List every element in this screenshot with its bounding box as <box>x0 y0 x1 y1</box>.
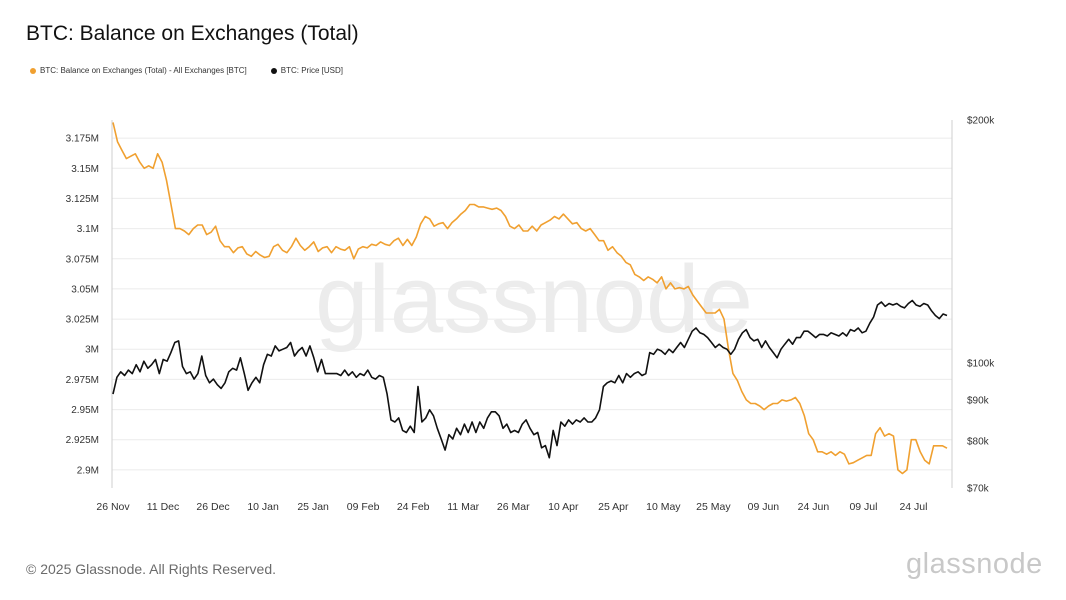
y-left-tick-label: 2.95M <box>71 405 99 416</box>
x-tick-label: 09 Jun <box>748 501 780 513</box>
y-right-tick-label: $200k <box>967 116 995 127</box>
y-left-tick-label: 3.15M <box>71 164 99 175</box>
y-left-tick-label: 3.175M <box>66 134 99 145</box>
x-tick-label: 09 Feb <box>347 501 380 513</box>
y-left-tick-label: 2.925M <box>66 435 99 446</box>
y-right-tick-label: $100k <box>967 358 995 369</box>
x-tick-label: 26 Dec <box>196 501 229 513</box>
x-tick-label: 11 Dec <box>147 501 180 513</box>
copyright: © 2025 Glassnode. All Rights Reserved. <box>26 561 277 577</box>
x-tick-label: 10 Jan <box>247 501 279 513</box>
legend-dot-balance <box>30 67 36 74</box>
x-tick-label: 24 Jun <box>798 501 830 513</box>
y-left-tick-label: 3.025M <box>66 315 99 326</box>
brand-logo[interactable]: glassnode <box>906 548 1043 580</box>
legend-dot-price <box>270 67 277 74</box>
legend: BTC: Balance on Exchanges (Total) - All … <box>30 66 343 75</box>
x-tick-label: 10 Apr <box>548 501 579 513</box>
chart-area: glassnode 3.175M 3.15M 3.125M 3.1M 3.075M 3.0… <box>66 116 996 514</box>
x-tick-label: 26 Mar <box>497 501 530 513</box>
y-left-tick-label: 3.1M <box>77 224 99 235</box>
x-tick-label: 25 Jan <box>297 501 329 513</box>
x-tick-label: 24 Feb <box>397 501 430 513</box>
legend-label-balance: BTC: Balance on Exchanges (Total) - All … <box>40 66 247 75</box>
y-left-tick-label: 3.05M <box>71 284 99 295</box>
x-tick-label: 26 Nov <box>96 501 130 513</box>
y-left-tick-label: 2.9M <box>77 465 99 476</box>
y-right-tick-label: $90k <box>967 395 990 406</box>
y-left-tick-label: 2.975M <box>66 375 99 386</box>
y-right-tick-label: $80k <box>967 437 990 448</box>
axes: 3.175M 3.15M 3.125M 3.1M 3.075M 3.05M 3.025M 3M… <box>66 116 996 514</box>
series <box>112 122 948 475</box>
y-left-tick-label: 3M <box>85 345 99 356</box>
y-left-tick-label: 3.125M <box>66 194 99 205</box>
legend-label-price: BTC: Price [USD] <box>280 66 343 75</box>
legend-item-balance[interactable]: BTC: Balance on Exchanges (Total) - All … <box>30 66 247 75</box>
y-right-tick-label: $70k <box>967 484 990 495</box>
series-line-price[interactable] <box>112 299 948 459</box>
x-tick-label: 24 Jul <box>899 501 927 513</box>
x-tick-label: 09 Jul <box>849 501 877 513</box>
x-tick-label: 25 May <box>696 501 731 513</box>
legend-item-price[interactable]: BTC: Price [USD] <box>270 66 343 75</box>
series-line-balance[interactable] <box>112 122 948 475</box>
watermark: glassnode <box>315 246 753 353</box>
x-tick-label: 25 Apr <box>598 501 629 513</box>
y-left-tick-label: 3.075M <box>66 254 99 265</box>
grid <box>112 137 952 471</box>
x-tick-label: 11 Mar <box>447 501 479 513</box>
chart-title: BTC: Balance on Exchanges (Total) <box>26 22 359 45</box>
x-tick-label: 10 May <box>646 501 681 513</box>
